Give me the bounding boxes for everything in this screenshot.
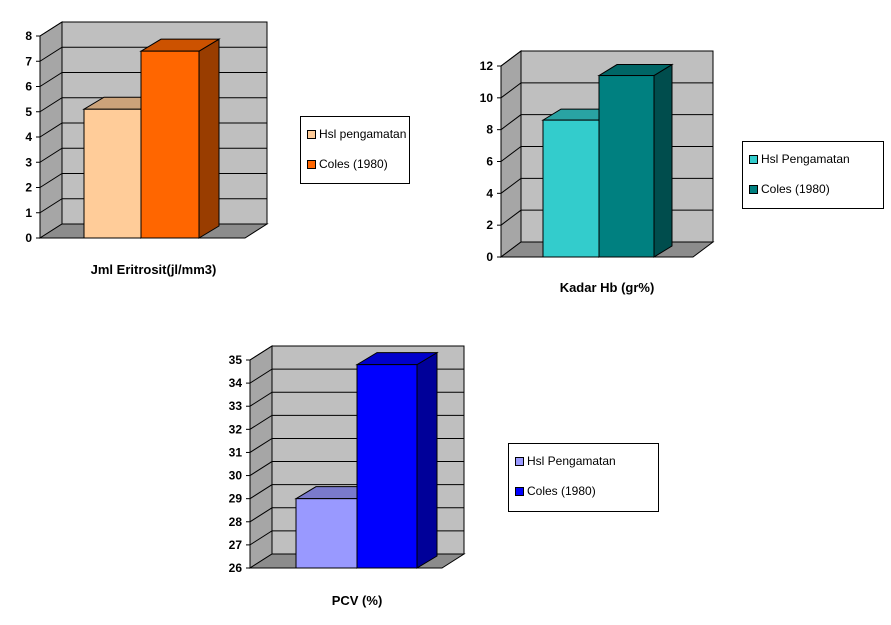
y-tick-label: 28: [229, 515, 243, 529]
y-tick-label: 1: [25, 206, 32, 220]
y-tick-label: 8: [486, 123, 493, 137]
side-wall: [249, 345, 273, 569]
bar-side: [653, 63, 673, 258]
legend-label: Hsl Pengamatan: [527, 454, 616, 468]
y-tick-label: 2: [486, 218, 493, 232]
y-tick-label: 6: [486, 155, 493, 169]
y-tick-label: 2: [25, 181, 32, 195]
legend-entry: Hsl Pengamatan: [515, 454, 616, 468]
y-tick-label: 0: [486, 250, 493, 264]
legend-swatch: [515, 486, 524, 496]
bar-front: [83, 108, 142, 239]
legend-entry: Coles (1980): [749, 182, 830, 196]
y-tick-label: 32: [229, 422, 243, 436]
y-tick-label: 8: [25, 29, 32, 43]
y-tick-label: 10: [480, 91, 494, 105]
legend-entry: Hsl pengamatan: [307, 127, 406, 141]
bar-2: [597, 63, 674, 258]
y-tick-label: 30: [229, 469, 243, 483]
gridline: [249, 345, 464, 361]
bar-side: [416, 351, 438, 569]
y-tick-label: 12: [480, 59, 494, 73]
legend-entry: Coles (1980): [515, 484, 596, 498]
y-tick-label: 35: [229, 353, 243, 367]
bar-2: [139, 38, 221, 239]
legend-label: Coles (1980): [527, 484, 596, 498]
legend-label: Hsl Pengamatan: [761, 152, 850, 166]
bar-front: [356, 364, 418, 569]
y-tick-label: 6: [25, 80, 32, 94]
x-axis-label: PCV (%): [332, 593, 383, 608]
x-axis-label: Jml Eritrosit(jl/mm3): [91, 262, 217, 277]
y-tick-label: 7: [25, 54, 32, 68]
y-tick-label: 34: [229, 376, 243, 390]
bar-side: [198, 38, 220, 239]
y-tick-label: 26: [229, 561, 243, 575]
legend-1: Hsl pengamatan Coles (1980): [300, 116, 410, 184]
gridline: [500, 50, 713, 67]
legend-swatch: [307, 129, 316, 139]
bar-2: [355, 351, 439, 569]
legend-swatch: [749, 184, 758, 194]
y-tick-label: 4: [25, 130, 32, 144]
y-tick-label: 5: [25, 105, 32, 119]
legend-entry: Coles (1980): [307, 157, 388, 171]
legend-2: Hsl Pengamatan Coles (1980): [742, 141, 884, 209]
y-tick-label: 29: [229, 492, 243, 506]
gridline: [39, 21, 267, 37]
x-axis-label: Kadar Hb (gr%): [560, 280, 655, 295]
y-tick-label: 33: [229, 399, 243, 413]
legend-swatch: [307, 159, 316, 169]
legend-swatch: [749, 154, 758, 164]
y-tick-label: 3: [25, 155, 32, 169]
legend-3: Hsl Pengamatan Coles (1980): [508, 443, 659, 512]
legend-label: Coles (1980): [761, 182, 830, 196]
bar-front: [542, 119, 600, 258]
chart-1: 0 1 2 3 4 5 6 7 8 Jml Eritrosit(jl/mm3): [25, 21, 269, 277]
y-tick-label: 4: [486, 186, 493, 200]
bar-front: [295, 498, 358, 569]
legend-label: Coles (1980): [319, 157, 388, 171]
y-tick-label: 27: [229, 538, 243, 552]
bar-front: [598, 75, 655, 258]
y-tick-label: 31: [229, 445, 243, 459]
legend-swatch: [515, 456, 524, 466]
legend-entry: Hsl Pengamatan: [749, 152, 850, 166]
chart-2: 0 2 4 6 8 10 12 Kadar Hb (gr%): [480, 50, 715, 295]
y-tick-label: 0: [25, 231, 32, 245]
bar-front: [140, 50, 200, 239]
chart-3: 26 27 28 29 30 31 32 33 34 35 PCV (%): [229, 345, 466, 608]
legend-label: Hsl pengamatan: [319, 127, 407, 141]
